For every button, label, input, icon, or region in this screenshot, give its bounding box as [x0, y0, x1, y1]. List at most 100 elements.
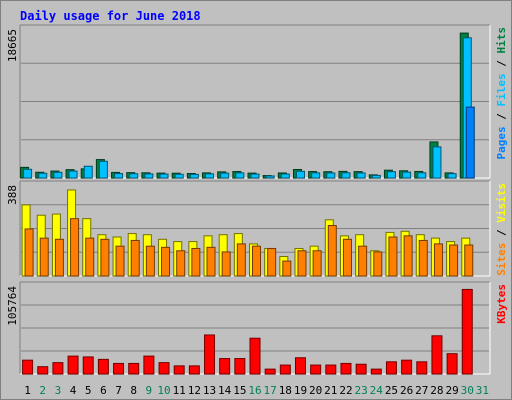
- bar-kbytes-day-6: [97, 358, 109, 375]
- day-label: 25: [385, 384, 398, 397]
- bar-sites-day-10: [161, 246, 171, 277]
- day-label: 15: [233, 384, 246, 397]
- bar-kbytes-day-12: [188, 365, 200, 375]
- bar-kbytes-day-23: [355, 363, 367, 375]
- bar-sites-day-5: [85, 237, 95, 277]
- bar-files-day-9: [144, 173, 154, 179]
- bar-sites-day-21: [327, 225, 337, 277]
- bar-sites-day-16: [252, 245, 261, 277]
- x-axis-labels: 1 2 3 4 5 6 7 8 9 10 11 12 13 14 15 16 17 18 19 20 21 22 23 24 2…: [24, 384, 489, 397]
- bar-sites-day-19: [297, 250, 307, 277]
- bar-sites-day-7: [115, 245, 125, 277]
- axis-max-label: 388: [6, 185, 19, 205]
- day-label: 22: [339, 384, 352, 397]
- day-label: 1: [24, 384, 31, 397]
- bar-kbytes-day-28: [431, 335, 443, 375]
- bar-kbytes-day-18: [279, 364, 291, 375]
- bar-kbytes-day-5: [82, 356, 94, 375]
- bar-files-day-24: [371, 174, 381, 179]
- day-label: 26: [400, 384, 413, 397]
- bar-sites-day-23: [358, 245, 368, 277]
- bar-kbytes-day-10: [158, 362, 170, 375]
- bar-files-day-15: [235, 172, 245, 179]
- day-label: 19: [294, 384, 307, 397]
- bar-sites-day-18: [282, 260, 292, 277]
- bar-files-day-4: [68, 170, 78, 179]
- day-label: 16: [248, 384, 261, 397]
- bar-kbytes-day-17: [264, 368, 276, 375]
- legend-entry: Hits: [495, 27, 508, 54]
- day-label: 28: [430, 384, 443, 397]
- bar-sites-day-24: [373, 251, 383, 277]
- bar-files-day-20: [311, 172, 321, 179]
- day-label: 13: [203, 384, 216, 397]
- bar-kbytes-day-20: [310, 364, 322, 375]
- bar-sites-day-14: [221, 251, 231, 277]
- bar-files-day-17: [265, 175, 275, 179]
- bar-kbytes-day-29: [446, 353, 458, 375]
- bar-kbytes-day-16: [249, 337, 261, 375]
- day-label: 6: [100, 384, 107, 397]
- bar-sites-day-20: [312, 250, 322, 277]
- day-label: 4: [70, 384, 77, 397]
- bar-sites-day-25: [388, 236, 398, 277]
- bar-sites-day-30: [464, 244, 474, 277]
- bar-sites-day-17: [267, 247, 277, 277]
- bar-kbytes-day-3: [52, 362, 64, 375]
- day-label: 30: [461, 384, 474, 397]
- bar-kbytes-day-4: [67, 355, 79, 375]
- chart-panels: 18665 Pages / Files / Hits 388 Sites / Visi…: [6, 24, 508, 375]
- bar-files-day-27: [417, 172, 427, 179]
- bar-sites-day-12: [191, 247, 201, 277]
- bar-files-day-16: [250, 173, 260, 179]
- day-label: 17: [264, 384, 277, 397]
- bar-sites-day-26: [403, 235, 413, 277]
- bar-kbytes-day-15: [234, 358, 246, 375]
- bar-files-day-1: [23, 168, 33, 179]
- panel-hits-files-pages: 18665 Pages / Files / Hits: [6, 24, 508, 179]
- legend-entry: Visits: [495, 183, 508, 223]
- panel-visits-sites: 388 Sites / Visits: [6, 180, 508, 277]
- day-label: 10: [157, 384, 170, 397]
- bar-sites-day-9: [145, 245, 155, 277]
- bar-files-day-7: [114, 173, 124, 179]
- legend-entry: Sites: [495, 243, 508, 276]
- bar-files-day-26: [402, 171, 412, 179]
- legend-entry: Pages: [495, 126, 508, 159]
- bar-kbytes-day-14: [219, 358, 231, 375]
- bar-kbytes-day-26: [401, 359, 413, 375]
- bar-kbytes-day-24: [370, 368, 382, 375]
- bar-files-day-10: [159, 173, 169, 179]
- bar-sites-day-15: [236, 243, 246, 277]
- day-label: 14: [218, 384, 232, 397]
- bar-kbytes-day-19: [294, 357, 306, 375]
- bar-files-day-14: [220, 172, 230, 179]
- legend-entry: Files: [495, 73, 508, 106]
- bar-sites-day-8: [130, 239, 140, 277]
- bar-files-day-29: [447, 173, 457, 179]
- bar-kbytes-day-22: [340, 362, 352, 375]
- bar-files-day-2: [38, 172, 48, 179]
- bar-kbytes-day-2: [37, 366, 49, 375]
- bar-kbytes-day-21: [325, 364, 337, 375]
- bar-sites-day-6: [100, 238, 110, 277]
- bar-files-day-25: [386, 171, 396, 179]
- bar-files-day-18: [280, 173, 290, 179]
- legend: KBytes: [495, 284, 508, 324]
- axis-max-label: 18665: [6, 29, 19, 62]
- bar-kbytes-day-9: [143, 355, 155, 375]
- day-label: 8: [130, 384, 137, 397]
- bar-files-day-19: [295, 170, 305, 179]
- bar-kbytes-day-13: [204, 334, 216, 375]
- legend-entry: KBytes: [495, 284, 508, 324]
- legend-separator: /: [495, 107, 508, 127]
- bar-files-day-12: [189, 173, 199, 179]
- bar-sites-day-4: [70, 218, 80, 277]
- panel-kbytes: 105764 KBytes: [6, 281, 508, 375]
- day-label: 18: [279, 384, 292, 397]
- day-label: 7: [115, 384, 122, 397]
- bar-sites-day-29: [449, 244, 459, 277]
- bar-files-day-21: [326, 172, 336, 179]
- bar-sites-day-2: [39, 237, 49, 277]
- day-label: 5: [85, 384, 92, 397]
